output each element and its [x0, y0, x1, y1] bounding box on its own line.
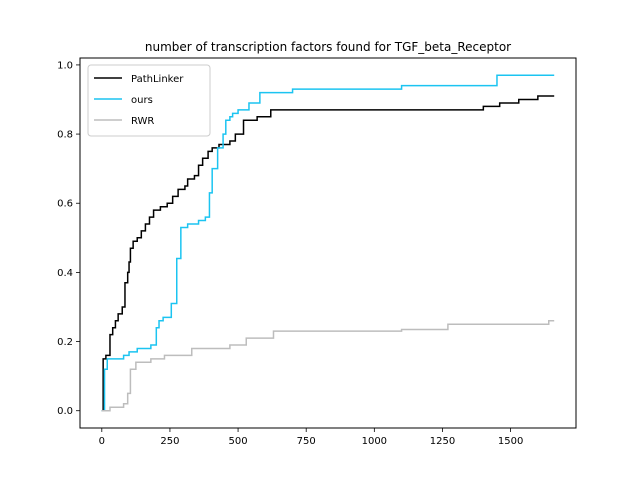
- plot-area: [101, 74, 555, 412]
- legend-label-rwr: RWR: [131, 116, 154, 127]
- x-tick-label: 750: [297, 436, 316, 447]
- legend: PathLinker ours RWR: [87, 64, 211, 137]
- y-tick-label: 1.0: [57, 60, 73, 71]
- series-line-rwr: [101, 320, 555, 412]
- series-line-pathlinker: [101, 95, 555, 412]
- y-tick-label: 0.8: [57, 130, 73, 141]
- x-tick-label: 250: [160, 436, 179, 447]
- legend-box: [87, 64, 211, 137]
- legend-label-ours: ours: [131, 95, 153, 106]
- x-tick-label: 0: [99, 436, 105, 447]
- y-tick-label: 0.2: [57, 337, 73, 348]
- y-axis: 0.0 0.2 0.4 0.6 0.8 1.0: [57, 60, 80, 417]
- chart-title: number of transcription factors found fo…: [145, 40, 511, 54]
- x-tick-label: 1500: [498, 436, 523, 447]
- x-axis: 0 250 500 750 1000 1250 1500: [99, 428, 523, 447]
- y-tick-label: 0.6: [57, 199, 73, 210]
- x-tick-label: 1250: [430, 436, 455, 447]
- series-line-ours: [101, 74, 555, 412]
- axes-frame: [79, 57, 577, 429]
- y-tick-label: 0.4: [57, 268, 73, 279]
- x-tick-label: 1000: [362, 436, 387, 447]
- legend-label-pathlinker: PathLinker: [131, 74, 184, 85]
- y-tick-label: 0.0: [57, 406, 73, 417]
- x-tick-label: 500: [229, 436, 248, 447]
